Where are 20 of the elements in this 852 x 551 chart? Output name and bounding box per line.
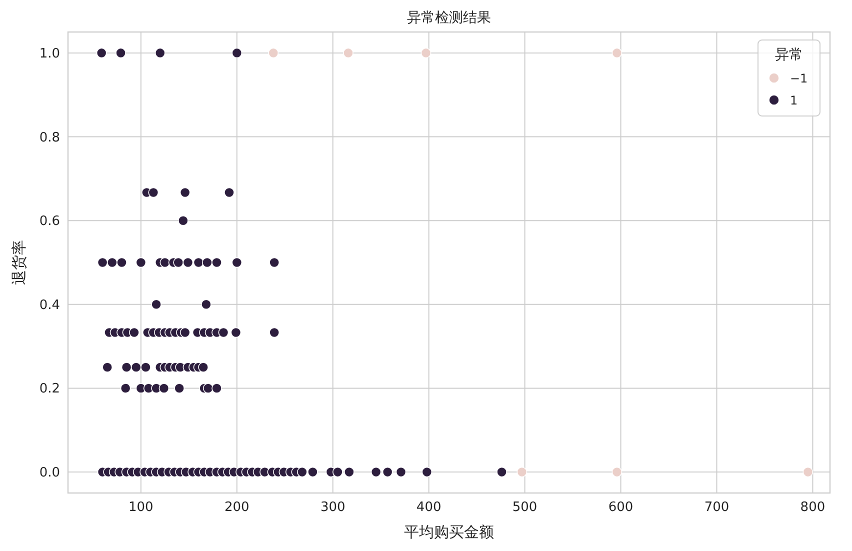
x-tick-label: 800 (800, 500, 826, 515)
y-tick-label: 0.0 (39, 466, 60, 481)
legend-label: 1 (790, 94, 798, 108)
y-tick-label: 0.8 (39, 130, 60, 146)
chart-title: 异常检测结果 (407, 10, 491, 26)
x-tick-label: 300 (320, 500, 346, 515)
legend-title: 异常 (775, 47, 803, 63)
y-axis-title: 退货率 (10, 240, 28, 285)
x-tick-label: 700 (704, 500, 730, 515)
x-tick-label: 400 (416, 500, 442, 515)
x-tick-label: 200 (224, 500, 250, 515)
y-tick-label: 0.4 (39, 298, 60, 313)
x-tick-label: 600 (608, 500, 634, 515)
x-axis-title: 平均购买金额 (404, 523, 494, 541)
y-tick-label: 0.6 (39, 214, 60, 230)
legend-label: −1 (790, 72, 808, 86)
y-tick-label: 0.2 (39, 382, 60, 397)
x-tick-label: 100 (128, 500, 154, 515)
x-tick-label: 500 (512, 500, 538, 515)
y-tick-label: 1.0 (39, 46, 60, 62)
